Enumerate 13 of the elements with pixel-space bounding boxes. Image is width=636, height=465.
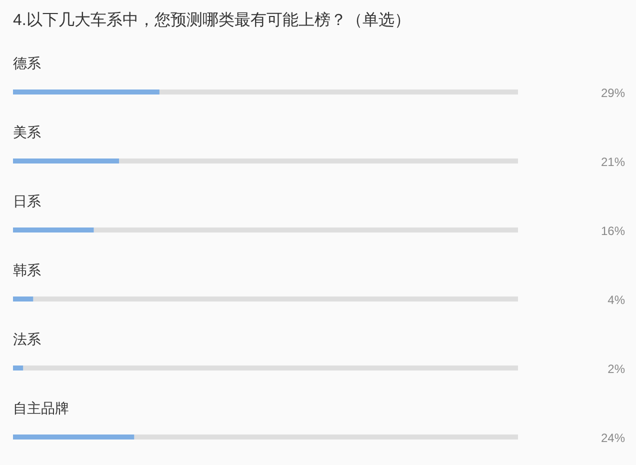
value-label: 24% <box>600 431 625 445</box>
category-label: 美系 <box>13 124 41 140</box>
value-label: 16% <box>600 224 625 238</box>
title: 4.以下几大车系中，您预测哪类最有可能上榜？（单选） <box>13 12 410 29</box>
category-label: 德系 <box>13 55 41 71</box>
category-label: 韩系 <box>13 262 41 278</box>
value-label: 4% <box>608 293 625 307</box>
category-label: 自主品牌 <box>13 400 69 416</box>
value-label: 29% <box>600 86 625 100</box>
category-label: 法系 <box>13 331 41 347</box>
value-label: 21% <box>600 155 625 169</box>
value-label: 2% <box>608 362 625 376</box>
category-label: 日系 <box>13 193 41 209</box>
